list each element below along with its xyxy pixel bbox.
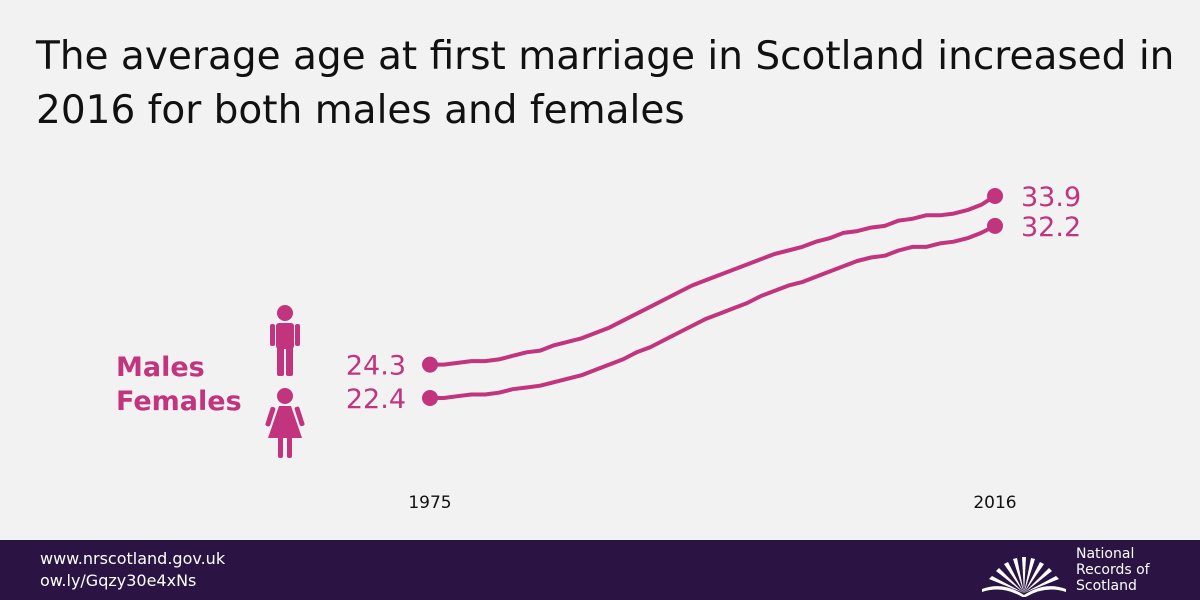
data-point-females-1975 [422,390,438,406]
line-chart: Males Females 24.3 22.4 33.9 32.2 1975 2… [116,182,1081,513]
data-label-females-start: 22.4 [346,384,406,415]
footer-links: www.nrscotland.gov.uk ow.ly/Gqzy30e4xNs [40,548,225,592]
legend-label-females: Females [116,386,242,417]
short-link[interactable]: ow.ly/Gqzy30e4xNs [40,571,197,590]
logo-line-2: Records of [1076,562,1150,578]
data-point-females-2016 [987,217,1003,234]
data-label-males-end: 33.9 [1021,182,1081,213]
website-link[interactable]: www.nrscotland.gov.uk [40,549,226,568]
logo-line-3: Scotland [1076,578,1137,594]
data-point-males-2016 [987,188,1003,204]
legend-label-males: Males [116,352,205,383]
logo-line-1: National [1076,546,1135,562]
x-tick-label-1975: 1975 [408,493,451,513]
data-point-males-1975 [422,356,438,373]
female-figure-icon [265,388,305,458]
open-book-fan-icon [982,557,1066,597]
chart-title: The average age at first marriage in Sco… [36,34,1175,133]
data-label-females-end: 32.2 [1021,212,1081,243]
male-figure-icon [270,305,300,376]
series-line-males [428,194,997,367]
footer-bar: www.nrscotland.gov.uk ow.ly/Gqzy30e4xNs … [0,540,1200,600]
data-label-males-start: 24.3 [346,351,406,382]
series-line-females [428,223,997,400]
x-tick-label-2016: 2016 [973,493,1016,513]
logo-wordmark: National Records of Scotland [1076,546,1150,594]
